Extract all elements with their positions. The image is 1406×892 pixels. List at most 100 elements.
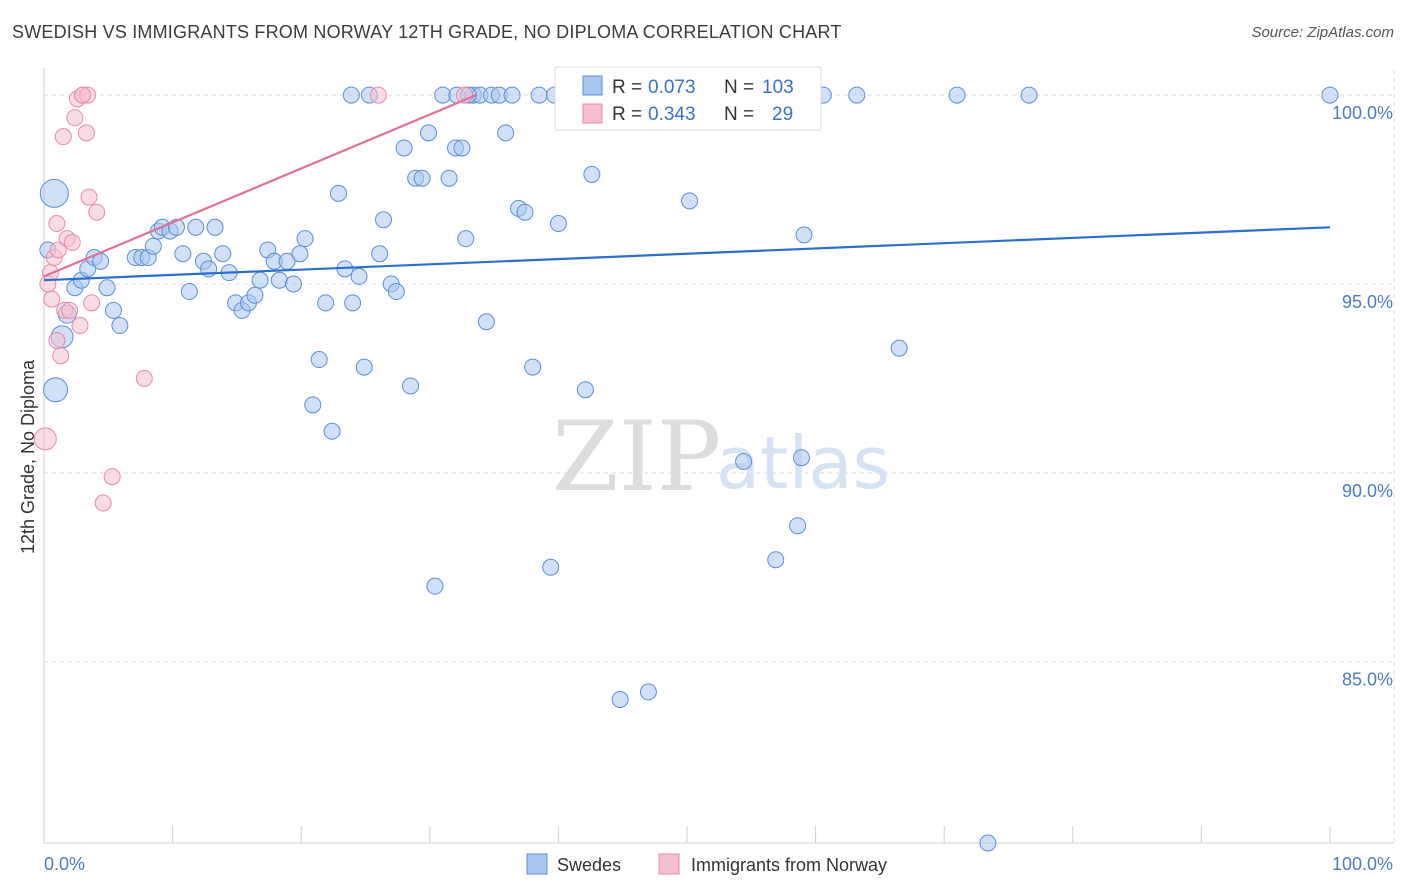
points-layer [33, 86, 1339, 852]
swedes-point [611, 690, 629, 708]
stats-swatch-swedes [582, 75, 603, 96]
swedes-point [789, 517, 807, 535]
swedes-point [270, 271, 288, 289]
swedes-point [948, 86, 966, 104]
stats-n-value-swedes: 103 [762, 77, 794, 98]
swedes-point [542, 558, 560, 576]
swedes-point [792, 449, 810, 467]
swedes-point [251, 271, 269, 289]
norway-point [80, 188, 98, 206]
norway-point [66, 109, 84, 127]
x-tick-label-max: 100.0% [1332, 854, 1393, 874]
y-tick-label: 100.0% [1332, 103, 1393, 123]
stats-r-value-swedes: 0.073 [648, 77, 696, 98]
norway-point [63, 233, 81, 251]
legend-label-norway: Immigrants from Norway [691, 855, 887, 875]
norway-point [88, 203, 106, 221]
watermark-zip: ZIP [552, 401, 721, 513]
swedes-point [187, 218, 205, 236]
swedes-point [310, 351, 328, 369]
chart-source: Source: ZipAtlas.com [1251, 24, 1394, 41]
norway-point [54, 128, 72, 146]
chart-title: SWEDISH VS IMMIGRANTS FROM NORWAY 12TH G… [12, 22, 842, 42]
swedes-point [371, 245, 389, 263]
swedes-point [174, 245, 192, 263]
stats-swatch-norway [582, 103, 603, 124]
norway-point [71, 317, 89, 335]
swedes-point [355, 358, 373, 376]
swedes-point [549, 215, 567, 233]
legend-swatch-swedes [526, 853, 548, 875]
norway-trend-line [43, 94, 477, 278]
legend-swatch-norway [658, 853, 680, 875]
swedes-point [434, 86, 452, 104]
swedes-point [1321, 86, 1339, 104]
swedes-point [104, 301, 122, 319]
swedes-point [413, 169, 431, 187]
norway-point [103, 468, 121, 486]
swedes-point [583, 165, 601, 183]
legend-label-swedes: Swedes [557, 855, 621, 875]
swedes-point [214, 245, 232, 263]
norway-point [48, 332, 66, 350]
swedes-point [387, 283, 405, 301]
swedes-point [848, 86, 866, 104]
swedes-point [111, 317, 129, 335]
swedes-point [342, 86, 360, 104]
swedes-point [681, 192, 699, 210]
swedes-point [639, 683, 657, 701]
swedes-point [530, 86, 548, 104]
stats-legend: R = 0.073 N = 103 R = 0.343 N = 29 [554, 66, 822, 131]
swedes-point [350, 267, 368, 285]
swedes-point [1020, 86, 1038, 104]
norway-point [49, 241, 67, 259]
swedes-point [304, 396, 322, 414]
swedes-point [453, 139, 471, 157]
y-tick-label: 95.0% [1342, 292, 1393, 312]
stats-n-label-norway: N = [724, 104, 754, 125]
swedes-point [291, 245, 309, 263]
y-tick-label: 85.0% [1342, 670, 1393, 690]
y-axis-label: 12th Grade, No Diploma [18, 359, 38, 554]
norway-point [369, 86, 387, 104]
stats-r-label-norway: R = [612, 104, 642, 125]
swedes-trend-line [43, 226, 1331, 282]
stats-n-label-swedes: N = [724, 77, 754, 98]
swedes-point [344, 294, 362, 312]
stats-r-label-swedes: R = [612, 77, 642, 98]
norway-point [77, 124, 95, 142]
stats-n-value-norway: 29 [772, 104, 793, 125]
swedes-point [98, 279, 116, 297]
swedes-point [477, 313, 495, 331]
norway-point [61, 301, 79, 319]
swedes-point [284, 275, 302, 293]
swedes-point [426, 577, 444, 595]
norway-point [33, 427, 57, 451]
norway-point [83, 294, 101, 312]
swedes-point [516, 203, 534, 221]
swedes-point [317, 294, 335, 312]
norway-point [43, 290, 61, 308]
swedes-point [323, 422, 341, 440]
swedes-point [440, 169, 458, 187]
watermark: ZIP atlas [552, 401, 890, 513]
swedes-point [395, 139, 413, 157]
swedes-point [39, 178, 69, 208]
swedes-point [524, 358, 542, 376]
swedes-point [735, 453, 753, 470]
swedes-point [329, 184, 347, 202]
norway-point [135, 369, 153, 387]
swedes-point [795, 226, 813, 244]
swedes-point [503, 86, 521, 104]
trend-layer [43, 94, 1331, 282]
swedes-point [402, 377, 420, 395]
y-tick-label: 90.0% [1342, 481, 1393, 501]
swedes-point [979, 834, 997, 852]
norway-point [52, 347, 70, 365]
bottom-legend: Swedes Immigrants from Norway [526, 853, 887, 875]
swedes-point [375, 211, 393, 229]
swedes-point [457, 230, 475, 248]
swedes-point [296, 230, 314, 248]
swedes-point [420, 124, 438, 142]
